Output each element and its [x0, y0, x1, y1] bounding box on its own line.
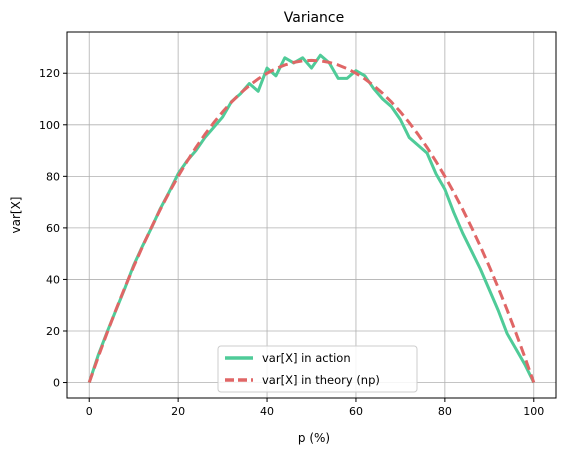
y-tick-label: 0 — [53, 377, 60, 390]
y-tick-label: 120 — [39, 67, 60, 80]
series-lines — [87, 53, 536, 384]
legend: var[X] in action var[X] in theory (np) — [217, 345, 418, 393]
plot-frame — [66, 31, 557, 399]
x-tick-label: 40 — [260, 405, 274, 418]
chart-title: Variance — [284, 10, 344, 26]
y-tick-label: 20 — [46, 325, 60, 338]
x-ticks: 0 20 40 60 80 100 — [86, 398, 544, 418]
legend-label-theory: var[X] in theory (np) — [262, 373, 380, 387]
series-line-action — [87, 53, 536, 384]
x-tick-label: 80 — [438, 405, 452, 418]
legend-box — [217, 345, 418, 393]
legend-label-action: var[X] in action — [262, 351, 351, 365]
grid-lines — [67, 32, 556, 398]
y-tick-label: 60 — [46, 222, 60, 235]
y-ticks: 0 20 40 60 80 100 120 — [39, 67, 67, 390]
x-tick-label: 60 — [349, 405, 363, 418]
y-tick-label: 80 — [46, 170, 60, 183]
y-tick-label: 100 — [39, 119, 60, 132]
x-tick-label: 20 — [171, 405, 185, 418]
x-tick-label: 100 — [523, 405, 544, 418]
y-tick-label: 40 — [46, 273, 60, 286]
x-tick-label: 0 — [86, 405, 93, 418]
series-line-theory — [87, 58, 536, 384]
x-axis-label: p (%) — [298, 431, 330, 445]
y-axis-label: var[X] — [9, 197, 23, 234]
